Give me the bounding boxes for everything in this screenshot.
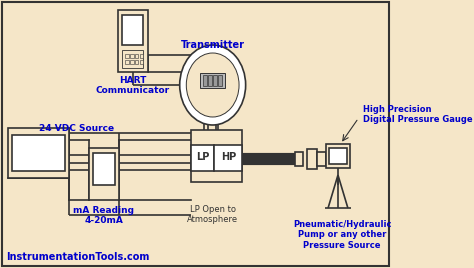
FancyBboxPatch shape <box>191 145 214 171</box>
Text: 24 VDC Source: 24 VDC Source <box>39 124 114 133</box>
FancyBboxPatch shape <box>1 2 389 266</box>
Text: LP Open to
Atmosphere: LP Open to Atmosphere <box>187 205 238 224</box>
FancyBboxPatch shape <box>208 75 212 86</box>
Text: Transmitter: Transmitter <box>181 40 245 50</box>
Text: Pneumatic/Hydraulic
Pump or any other
Pressure Source: Pneumatic/Hydraulic Pump or any other Pr… <box>293 220 392 250</box>
FancyBboxPatch shape <box>135 54 138 58</box>
FancyBboxPatch shape <box>295 152 303 166</box>
Text: LP: LP <box>196 152 210 162</box>
FancyBboxPatch shape <box>118 10 147 72</box>
Text: High Precision
Digital Pressure Gauge: High Precision Digital Pressure Gauge <box>363 105 472 124</box>
FancyBboxPatch shape <box>201 73 225 88</box>
Text: HART
Communicator: HART Communicator <box>96 76 170 95</box>
FancyBboxPatch shape <box>125 60 128 64</box>
Text: HP: HP <box>221 152 236 162</box>
FancyBboxPatch shape <box>130 60 134 64</box>
FancyBboxPatch shape <box>130 54 134 58</box>
FancyBboxPatch shape <box>140 60 144 64</box>
Text: InstrumentationTools.com: InstrumentationTools.com <box>7 252 150 262</box>
FancyBboxPatch shape <box>93 153 115 185</box>
FancyBboxPatch shape <box>326 144 350 168</box>
Text: mA Reading
4-20mA: mA Reading 4-20mA <box>73 206 134 225</box>
Circle shape <box>180 45 246 125</box>
FancyBboxPatch shape <box>8 128 69 178</box>
FancyBboxPatch shape <box>125 54 128 58</box>
FancyBboxPatch shape <box>191 130 242 182</box>
Circle shape <box>186 53 239 117</box>
FancyBboxPatch shape <box>203 75 207 86</box>
FancyBboxPatch shape <box>214 145 242 171</box>
FancyBboxPatch shape <box>140 54 144 58</box>
FancyBboxPatch shape <box>89 148 118 200</box>
FancyBboxPatch shape <box>122 50 144 68</box>
FancyBboxPatch shape <box>218 75 222 86</box>
FancyBboxPatch shape <box>122 15 144 45</box>
FancyBboxPatch shape <box>329 148 347 164</box>
FancyBboxPatch shape <box>12 135 65 171</box>
FancyBboxPatch shape <box>135 60 138 64</box>
FancyBboxPatch shape <box>318 152 326 166</box>
FancyBboxPatch shape <box>213 75 217 86</box>
FancyBboxPatch shape <box>308 149 318 169</box>
